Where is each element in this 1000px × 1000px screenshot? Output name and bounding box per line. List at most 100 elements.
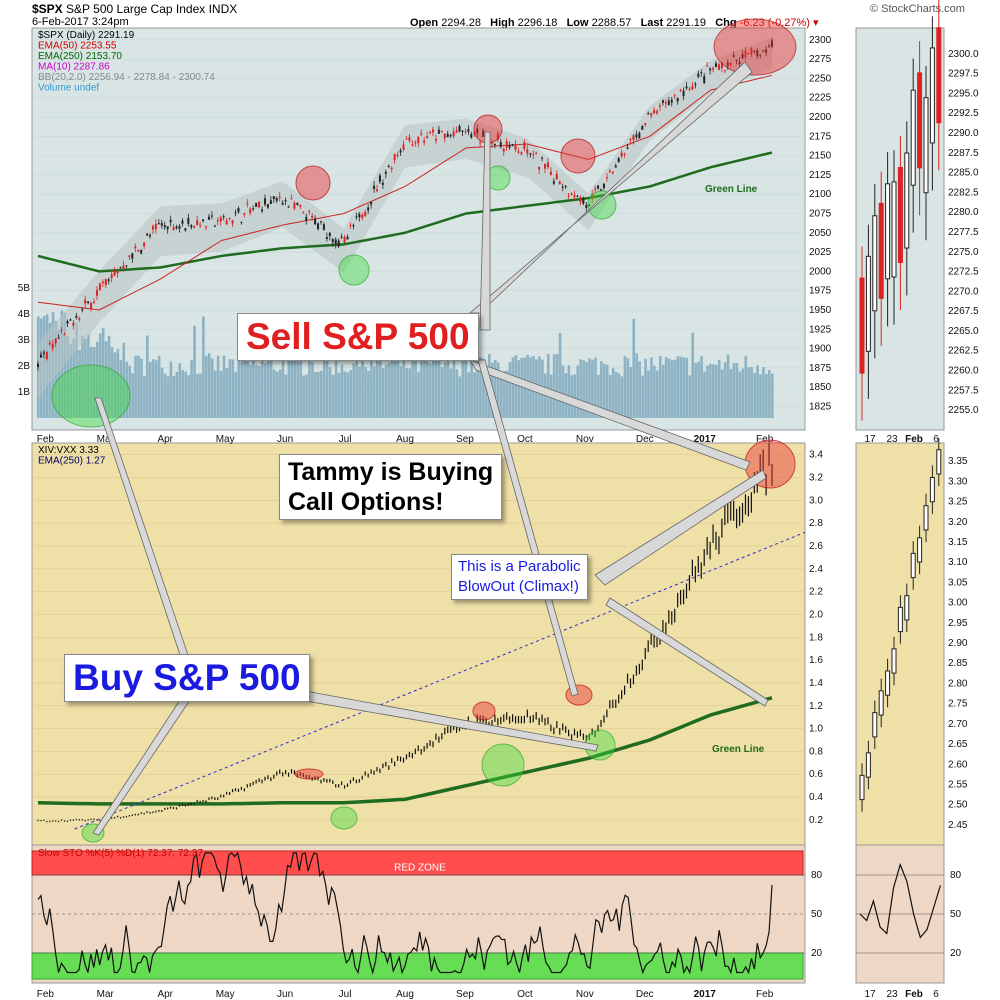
sell-callout: Sell S&P 500	[237, 313, 479, 361]
inset-x-label-top: 17	[864, 434, 876, 445]
price-candle	[732, 55, 735, 58]
x-label-bottom: Jul	[339, 989, 352, 1000]
volume-bar	[293, 314, 297, 418]
price-candle	[429, 132, 432, 134]
volume-bar	[414, 354, 417, 418]
price-candle	[240, 221, 243, 223]
price-candle	[181, 220, 184, 224]
volume-bar	[69, 344, 73, 418]
volume-bar	[190, 360, 193, 418]
parabolic-line2: BlowOut (Climax!)	[458, 578, 579, 595]
price-candle	[234, 212, 237, 214]
inset-price-tick: 2260.0	[948, 366, 979, 377]
price-candle	[110, 274, 113, 278]
volume-bar	[496, 362, 500, 418]
volume-bar	[623, 356, 627, 418]
volume-bar	[482, 358, 485, 418]
volume-bar	[685, 357, 689, 418]
red-zone-label: RED ZONE	[394, 863, 446, 874]
ema250-line	[37, 151, 773, 273]
price-candle	[90, 302, 93, 309]
volume-bar	[709, 363, 712, 418]
price-candle	[714, 63, 717, 67]
sell-circle-ratio-small	[294, 768, 324, 780]
price-candle	[561, 186, 564, 188]
price-candle	[98, 283, 101, 291]
volume-bar	[163, 373, 167, 418]
price-candle	[370, 201, 373, 205]
volume-bar	[246, 361, 249, 418]
price-candle	[656, 111, 659, 114]
price-candle	[78, 318, 81, 320]
volume-bar	[664, 357, 668, 418]
inset-sto-tick: 80	[950, 870, 962, 881]
ratio-tick-label: 2.0	[809, 609, 823, 620]
price-candle	[635, 134, 638, 138]
volume-bar	[169, 361, 173, 418]
price-candle	[131, 253, 134, 259]
price-legend-entry: $SPX (Daily) 2291.19	[38, 30, 135, 41]
price-candle	[219, 217, 222, 222]
volume-bar	[629, 366, 633, 418]
inset-ratio-bar	[865, 752, 871, 778]
price-tick-label: 1875	[809, 363, 832, 374]
ratio-tick-label: 1.6	[809, 655, 823, 666]
sell-pointer-ratio	[469, 359, 751, 471]
price-candle	[51, 343, 54, 349]
volume-bar	[196, 373, 199, 418]
volume-bar	[552, 354, 556, 418]
ratio-tick-label: 0.8	[809, 746, 823, 757]
price-candle	[511, 144, 514, 146]
price-tick-label: 2175	[809, 131, 832, 142]
price-candle	[266, 204, 269, 208]
ema50-line	[37, 74, 773, 311]
inset-ratio-tick: 2.55	[948, 779, 968, 790]
price-candle	[426, 136, 429, 139]
x-label-bottom: Dec	[636, 989, 654, 1000]
price-candle	[638, 132, 641, 139]
volume-bar	[738, 371, 742, 418]
price-candle	[143, 242, 146, 246]
volume-bar	[172, 375, 176, 418]
ratio-tick-label: 1.0	[809, 724, 823, 735]
price-candle	[544, 163, 547, 169]
volume-bar	[650, 357, 653, 418]
price-candle	[258, 201, 261, 208]
inset-ratio-tick: 3.00	[948, 598, 968, 609]
sell-circle	[295, 165, 331, 201]
ratio-tick-label: 2.2	[809, 587, 823, 598]
x-label-bottom: Aug	[396, 989, 414, 1000]
volume-bar	[573, 374, 577, 418]
volume-bar	[205, 355, 208, 418]
inset-price-tick: 2270.0	[948, 286, 979, 297]
volume-tick-label: 2B	[18, 361, 31, 372]
price-candle	[482, 130, 485, 137]
inset-ratio-tick: 2.45	[948, 820, 968, 831]
inset-candle	[904, 152, 910, 249]
price-candle	[134, 246, 137, 249]
inset-price-tick: 2275.0	[948, 247, 979, 258]
price-candle	[45, 351, 48, 360]
price-candle	[414, 142, 417, 144]
inset-price-tick: 2290.0	[948, 128, 979, 139]
volume-bar	[237, 353, 241, 418]
volume-bar	[84, 338, 87, 418]
volume-bar	[66, 336, 70, 418]
volume-bar	[717, 359, 721, 418]
red-zone	[31, 850, 804, 876]
price-candle	[620, 152, 623, 157]
ratio-tick-label: 2.4	[809, 564, 823, 575]
inset-ratio-bar	[923, 505, 929, 531]
volume-bar	[408, 368, 412, 418]
volume-bar	[98, 333, 102, 418]
volume-bar	[759, 374, 762, 418]
volume-bar	[635, 353, 639, 418]
inset-ratio-tick: 3.35	[948, 456, 968, 467]
price-candle	[228, 218, 231, 220]
price-candle	[538, 166, 541, 170]
inset-ratio-bar	[878, 690, 884, 716]
x-label-bottom: May	[216, 989, 235, 1000]
price-candle	[541, 157, 544, 159]
volume-bar	[570, 375, 574, 418]
